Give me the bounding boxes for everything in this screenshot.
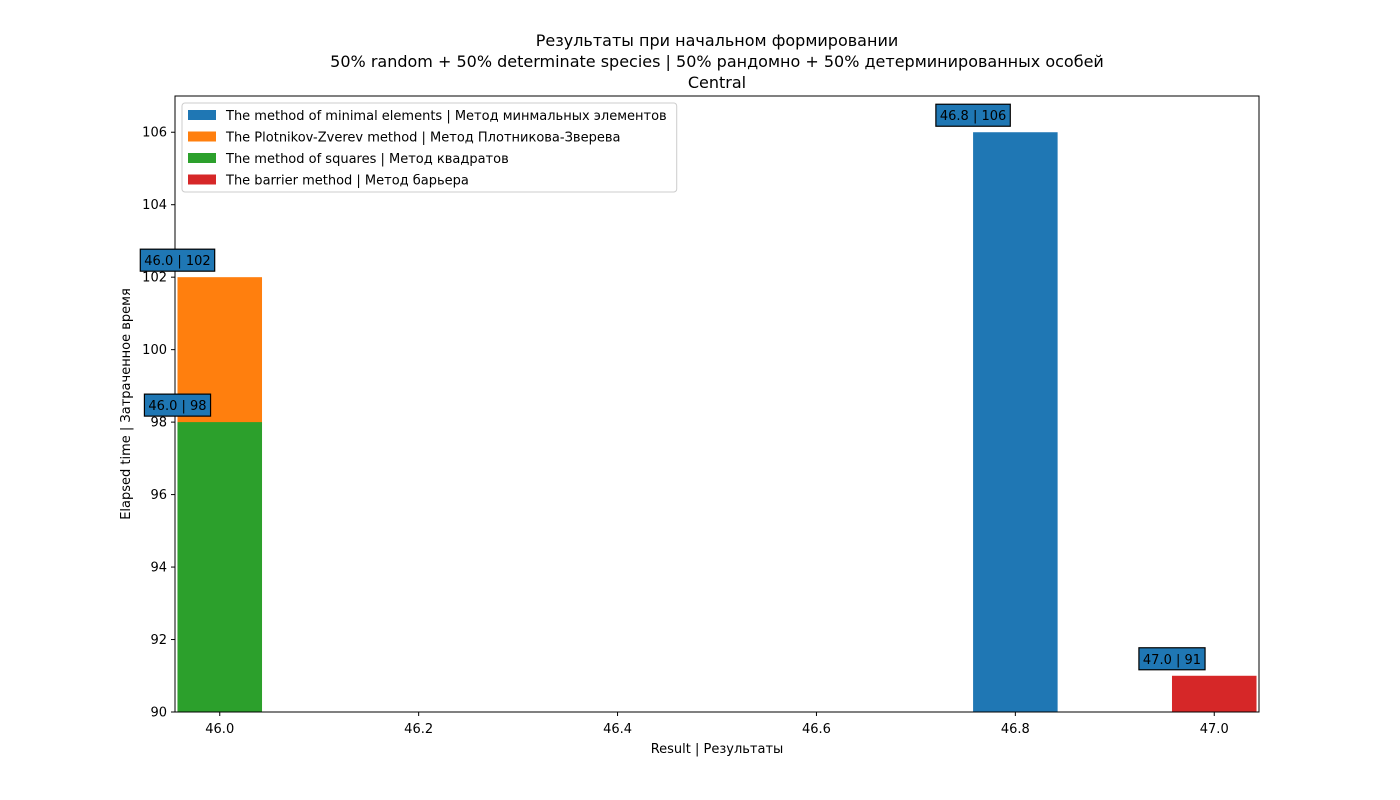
y-tick-label-1: 92 xyxy=(150,633,167,648)
legend-swatch-3 xyxy=(188,174,216,185)
y-tick-label-2: 94 xyxy=(150,561,167,576)
data-label-text-3: 47.0 | 91 xyxy=(1143,653,1201,668)
y-tick-label-7: 104 xyxy=(142,198,167,213)
legend-label-0: The method of minimal elements | Метод м… xyxy=(225,109,667,124)
x-tick-label-1: 46.2 xyxy=(404,722,433,737)
bar-series-2 xyxy=(177,422,263,712)
bars-layer xyxy=(177,132,1257,712)
y-tick-label-4: 98 xyxy=(150,416,167,431)
data-label-box-2 xyxy=(143,393,212,417)
chart-title: Результаты при начальном формировании 50… xyxy=(330,31,1104,92)
y-tick-label-6: 102 xyxy=(142,271,167,286)
y-axis-label: Elapsed time | Затраченное время xyxy=(119,288,134,520)
x-tick-label-0: 46.0 xyxy=(205,722,234,737)
legend-label-3: The barrier method | Метод барьера xyxy=(225,174,469,189)
axis-ticks: 46.0 46.2 46.4 46.6 46.8 47.0 90 92 94 96 98 100 102… xyxy=(142,126,1229,737)
data-label-3: 47.0 | 91 xyxy=(1138,647,1206,671)
data-label-2: 46.0 | 98 xyxy=(143,393,212,417)
y-tick-label-5: 100 xyxy=(142,343,167,358)
bar-series-3 xyxy=(1171,675,1257,712)
legend: The method of minimal elements | Метод м… xyxy=(181,102,678,193)
x-tick-label-5: 47.0 xyxy=(1200,722,1229,737)
y-tick-label-3: 96 xyxy=(150,488,167,503)
data-label-box-1 xyxy=(139,248,216,272)
bar-series-0 xyxy=(973,132,1058,712)
data-label-box-0 xyxy=(935,103,1011,127)
data-label-0: 46.8 | 106 xyxy=(935,103,1011,127)
data-label-text-0: 46.8 | 106 xyxy=(940,109,1006,124)
data-label-text-1: 46.0 | 102 xyxy=(144,254,210,269)
title-line-1: Результаты при начальном формировании xyxy=(536,31,899,50)
legend-label-1: The Plotnikov-Zverev method | Метод Плот… xyxy=(225,131,620,146)
x-tick-label-4: 46.8 xyxy=(1001,722,1030,737)
bar-annotations: 46.8 | 106 46.0 | 102 46.0 | 98 47.0 | 91 xyxy=(139,103,1206,671)
x-tick-label-2: 46.4 xyxy=(603,722,632,737)
title-line-2: 50% random + 50% determinate species | 5… xyxy=(330,52,1104,71)
x-axis-label: Result | Результаты xyxy=(651,742,784,757)
x-tick-label-3: 46.6 xyxy=(802,722,831,737)
y-tick-label-8: 106 xyxy=(142,126,167,141)
legend-swatch-2 xyxy=(188,153,216,163)
legend-label-2: The method of squares | Метод квадратов xyxy=(225,152,509,167)
legend-frame xyxy=(181,102,678,193)
legend-swatch-0 xyxy=(188,110,216,120)
data-label-text-2: 46.0 | 98 xyxy=(148,399,206,414)
data-label-box-3 xyxy=(1138,647,1206,671)
y-tick-label-0: 90 xyxy=(150,706,167,721)
data-label-1: 46.0 | 102 xyxy=(139,248,216,272)
title-line-3: Central xyxy=(688,73,746,92)
legend-swatch-1 xyxy=(188,131,216,142)
